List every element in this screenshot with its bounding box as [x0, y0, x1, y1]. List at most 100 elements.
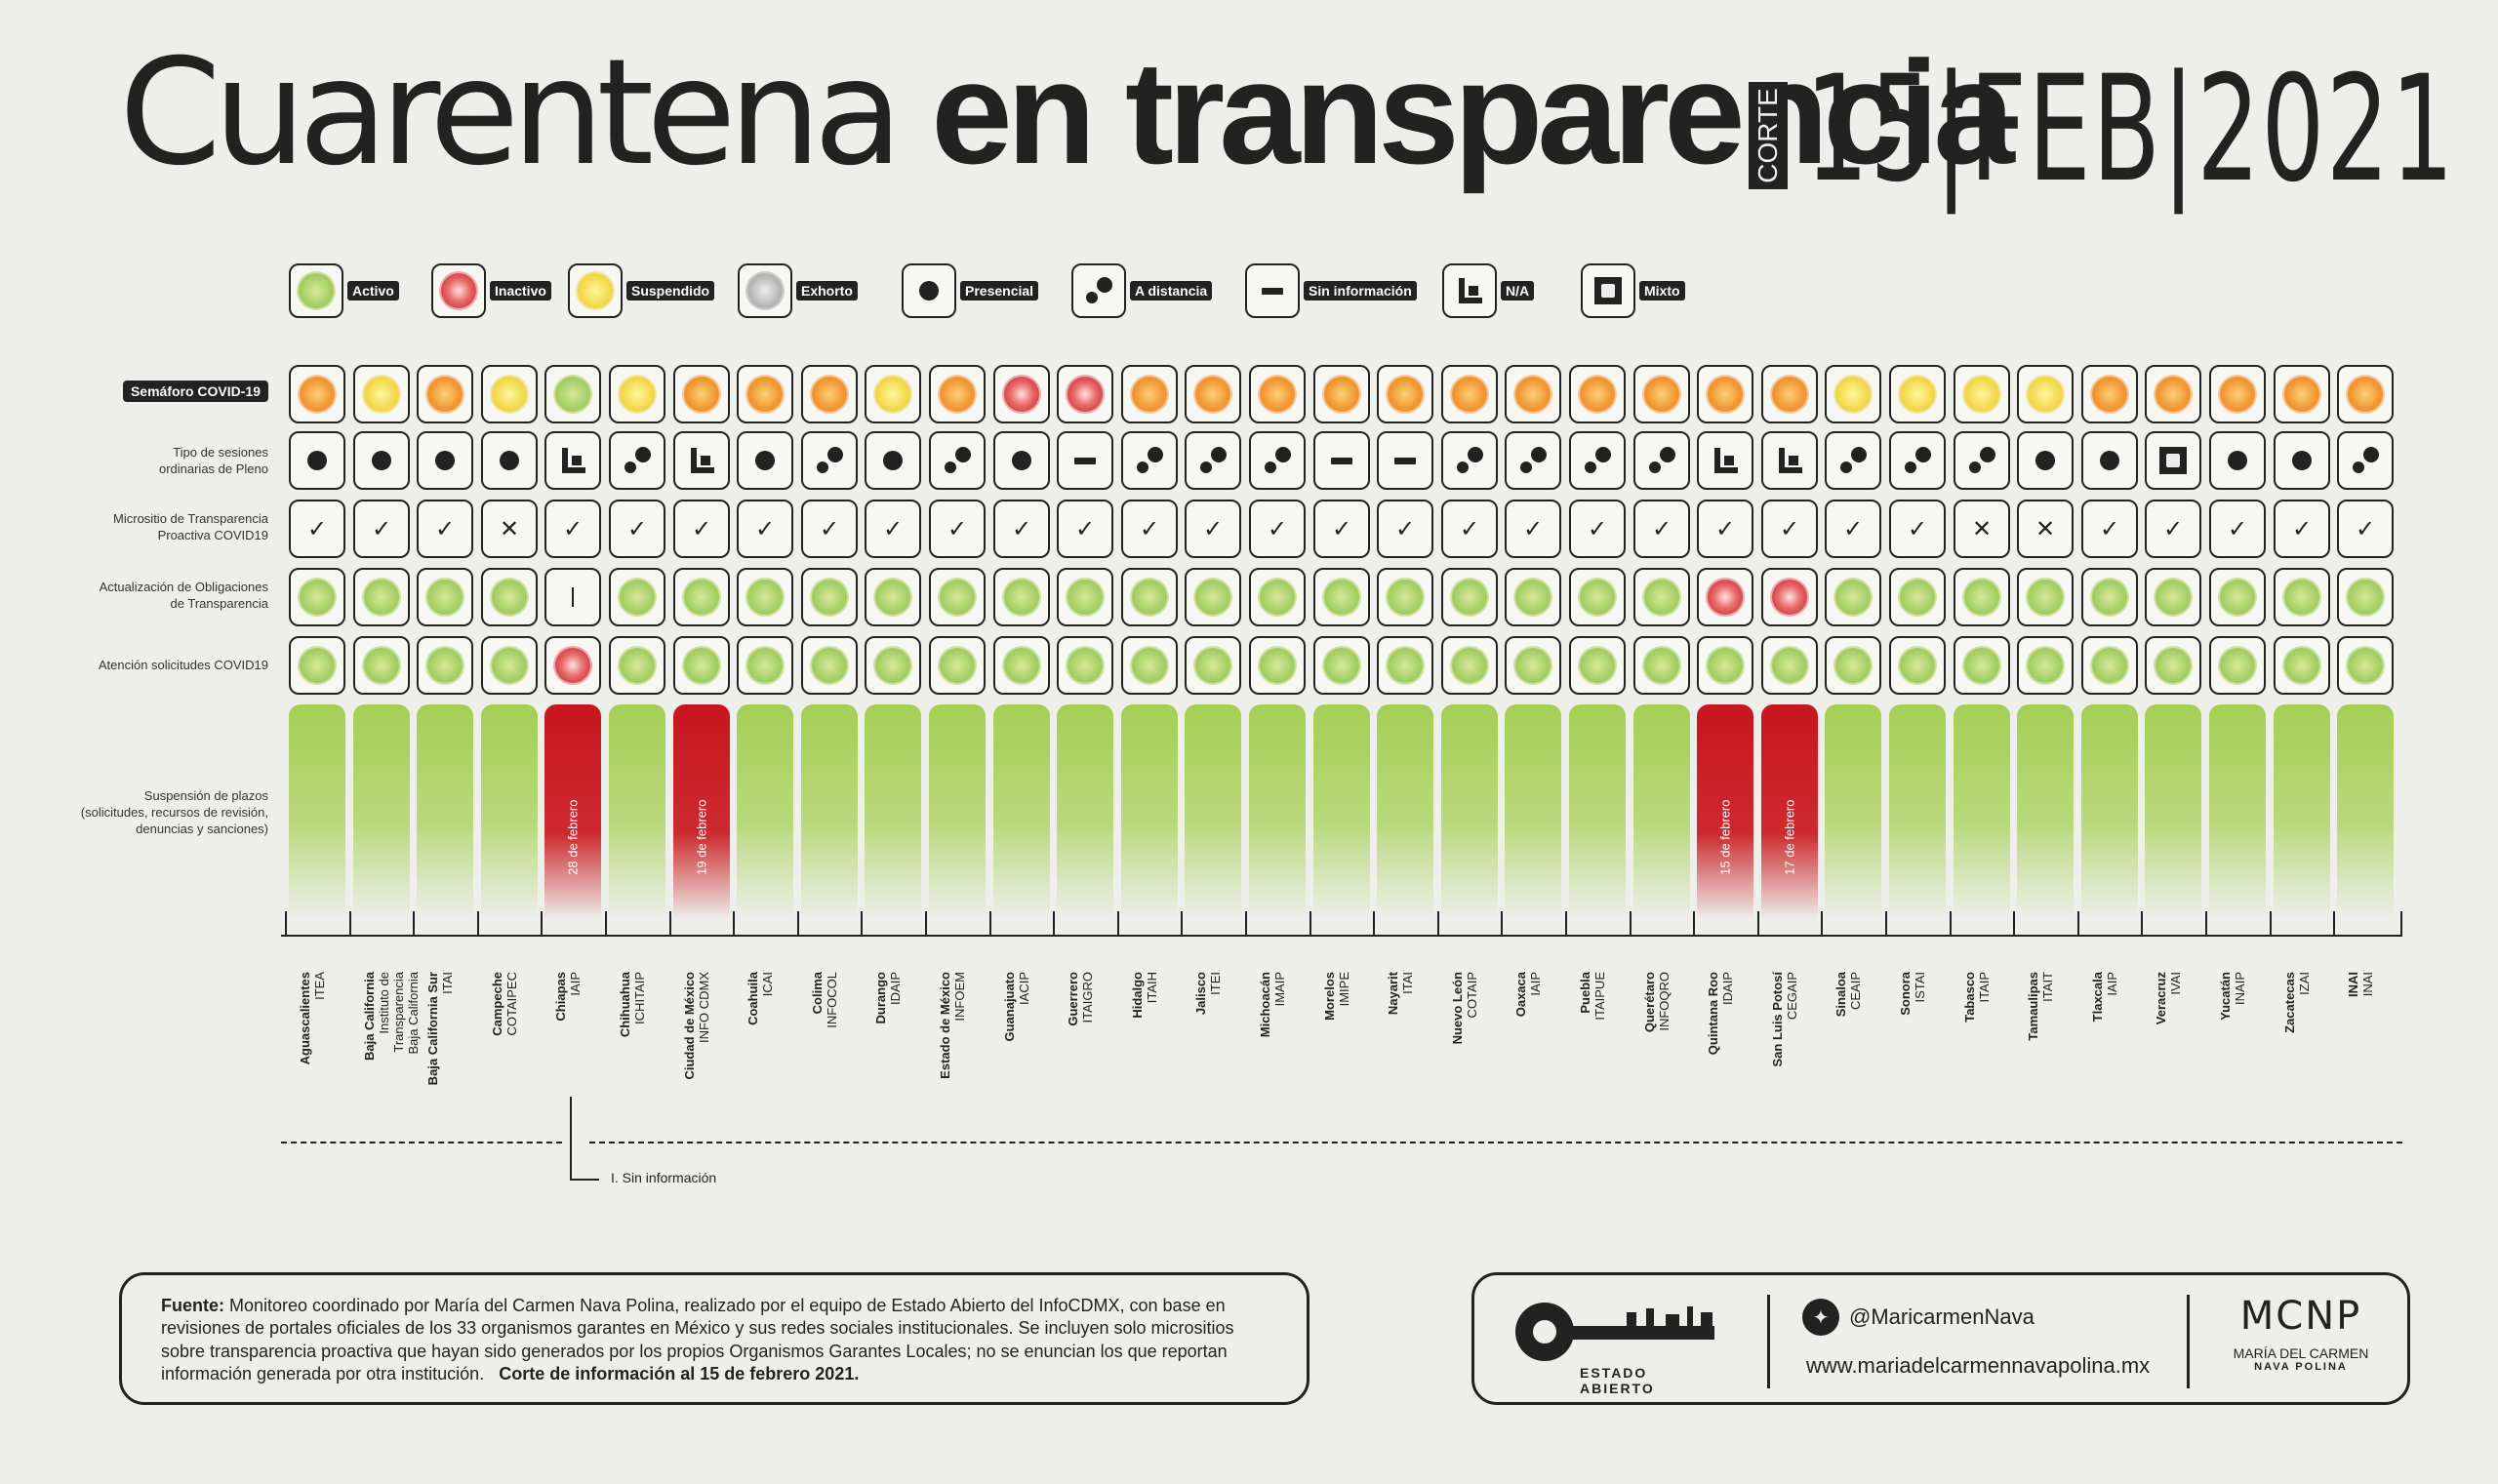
check-icon: ✓ — [882, 515, 904, 542]
yellow-dot-icon — [875, 377, 910, 412]
cell-ate — [544, 636, 601, 695]
organism-name: ICHITAIP — [631, 972, 647, 1024]
row-label-semaforo: Semáforo COVID-19 — [39, 381, 268, 402]
twitter-handle[interactable]: ✦ @MaricarmenNava — [1802, 1299, 2035, 1336]
cell-act — [609, 568, 665, 626]
green-dot-icon — [427, 580, 463, 615]
cell-mic: ✓ — [1697, 500, 1753, 558]
state-name: Nayarit — [1386, 972, 1400, 1016]
state-name: Colima — [810, 972, 825, 1015]
axis-tick — [2141, 911, 2143, 937]
presencial-icon — [883, 451, 903, 470]
cell-ses — [609, 431, 665, 490]
check-icon: ✓ — [306, 515, 328, 542]
cell-ses — [1377, 431, 1433, 490]
sin-info-icon — [1074, 457, 1096, 464]
distancia-dot-large — [1595, 447, 1611, 462]
green-dot-icon — [300, 580, 335, 615]
green-dot-icon — [1068, 580, 1103, 615]
dashed-line-right — [589, 1142, 2402, 1143]
website-link[interactable]: www.mariadelcarmennavapolina.mx — [1806, 1353, 2151, 1378]
state-name-wrap: Ciudad de México INFO CDMX — [682, 972, 712, 1080]
cell-ses — [353, 431, 410, 490]
orange-dot-icon — [747, 377, 783, 412]
check-icon: ✓ — [371, 515, 392, 542]
red-dot-icon — [1772, 580, 1807, 615]
cell-ses — [289, 431, 345, 490]
brand-box: ESTADO ABIERTO ✦ @MaricarmenNava www.mar… — [1471, 1272, 2410, 1405]
cell-ate — [1121, 636, 1178, 695]
state-name-wrap: Campeche COTAIPEC — [490, 972, 520, 1036]
green-dot-icon — [1515, 648, 1551, 683]
suspension-bar — [1825, 704, 1881, 919]
cut-note: Corte de información al 15 de febrero 20… — [499, 1364, 860, 1384]
green-dot-icon — [2028, 580, 2063, 615]
distancia-dot-small — [1520, 461, 1532, 473]
presencial-icon — [2292, 451, 2312, 470]
presencial-icon — [2035, 451, 2055, 470]
suspension-bar — [289, 704, 345, 919]
cell-sem — [2337, 365, 2394, 423]
distancia-dot-small — [1649, 461, 1661, 473]
cell-ate — [1377, 636, 1433, 695]
state-name-wrap: Puebla ITAIPUE — [1578, 972, 1608, 1021]
check-icon: ✓ — [2227, 515, 2248, 542]
state-name-wrap: Colima INFOCOL — [810, 972, 840, 1028]
check-icon: ✓ — [1842, 515, 1864, 542]
green-dot-icon — [620, 648, 655, 683]
suspension-bar — [1249, 704, 1306, 919]
check-icon: ✓ — [626, 515, 648, 542]
distancia-dot-small — [1137, 461, 1148, 473]
suspension-bar — [2081, 704, 2138, 919]
presencial-icon — [435, 451, 455, 470]
state-name-label: San Luis Potosí CEGAIP — [1770, 972, 1799, 1167]
cell-ate — [1249, 636, 1306, 695]
red-dot-icon — [1708, 580, 1743, 615]
distancia-dot-small — [1086, 292, 1098, 303]
check-icon: ✓ — [947, 515, 968, 542]
legend-item-activo: Activo — [289, 261, 399, 320]
cell-sem — [1569, 365, 1626, 423]
green-dot-icon — [747, 580, 783, 615]
green-dot-icon — [875, 580, 910, 615]
suspension-bar: 19 de febrero — [673, 704, 730, 919]
orange-dot-icon — [2348, 377, 2383, 412]
mixto-icon — [2159, 447, 2187, 474]
cell-mic: ✓ — [1377, 500, 1433, 558]
cell-mic: ✓ — [673, 500, 730, 558]
suspension-bar — [609, 704, 665, 919]
orange-dot-icon — [1324, 377, 1359, 412]
axis-tick — [605, 911, 607, 937]
state-name-wrap: Oaxaca IAIP — [1513, 972, 1544, 1017]
cell-act — [481, 568, 538, 626]
axis-tick — [1437, 911, 1439, 937]
cell-ses — [737, 431, 793, 490]
check-icon: ✓ — [1459, 515, 1480, 542]
cell-ses — [544, 431, 601, 490]
distancia-dot-large — [1211, 447, 1227, 462]
axis-tick — [1885, 911, 1887, 937]
cell-act — [1633, 568, 1690, 626]
state-name-wrap: Sinaloa CEAIP — [1833, 972, 1864, 1017]
cell-ses — [1185, 431, 1241, 490]
axis-tick — [1565, 911, 1567, 937]
presencial-icon — [2228, 451, 2247, 470]
distancia-dot-small — [945, 461, 956, 473]
state-name-wrap: Tabasco ITAIP — [1962, 972, 1993, 1023]
green-dot-icon — [1132, 648, 1167, 683]
state-name-label: Durango IDAIP — [873, 972, 903, 1167]
cell-mic: ✓ — [993, 500, 1050, 558]
green-dot-icon — [492, 580, 527, 615]
presencial-icon — [307, 451, 327, 470]
cell-sem — [2274, 365, 2330, 423]
organism-name: ITAIGRO — [1079, 972, 1095, 1023]
state-name-label: Ciudad de México INFO CDMX — [682, 972, 711, 1167]
check-icon: ✓ — [1139, 515, 1160, 542]
cell-ate — [1825, 636, 1881, 695]
presencial-icon — [2100, 451, 2119, 470]
state-name: Puebla — [1578, 972, 1592, 1014]
cell-act — [544, 568, 601, 626]
axis-tick — [349, 911, 351, 937]
suspension-bar — [1057, 704, 1113, 919]
distancia-icon — [1455, 446, 1484, 475]
